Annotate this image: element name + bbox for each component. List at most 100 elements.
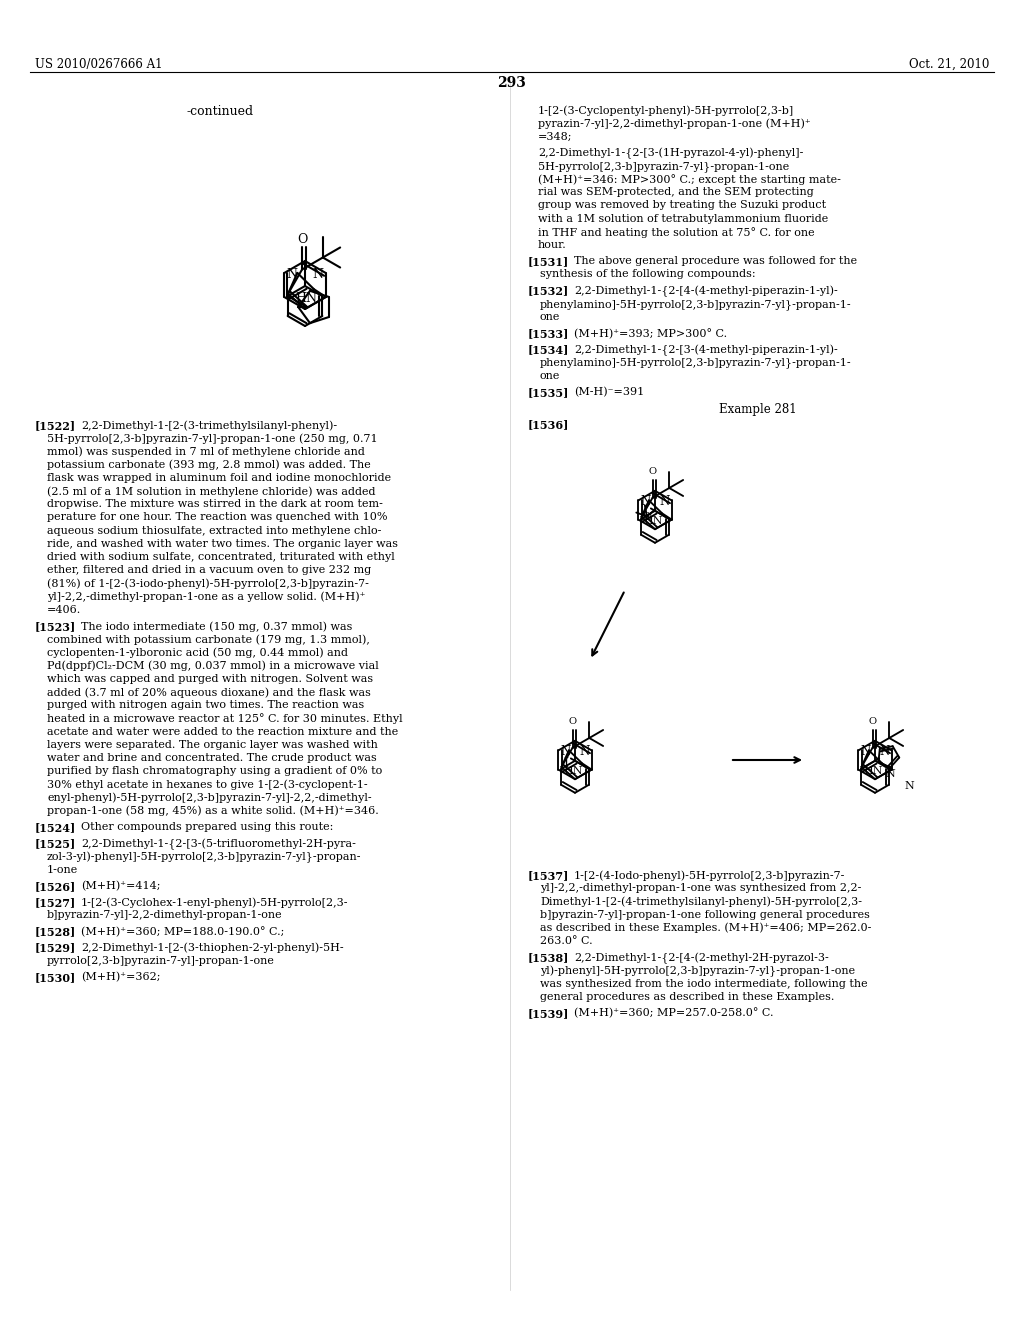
Text: layers were separated. The organic layer was washed with: layers were separated. The organic layer… (47, 739, 378, 750)
Text: cyclopenten-1-ylboronic acid (50 mg, 0.44 mmol) and: cyclopenten-1-ylboronic acid (50 mg, 0.4… (47, 647, 348, 657)
Text: 1-[2-(4-Iodo-phenyl)-5H-pyrrolo[2,3-b]pyrazin-7-: 1-[2-(4-Iodo-phenyl)-5H-pyrrolo[2,3-b]py… (574, 870, 846, 880)
Text: pyrazin-7-yl]-2,2-dimethyl-propan-1-one (M+H)⁺: pyrazin-7-yl]-2,2-dimethyl-propan-1-one … (538, 119, 811, 129)
Text: =406.: =406. (47, 605, 81, 615)
Text: [1532]: [1532] (528, 285, 569, 297)
Text: 2,2-Dimethyl-1-{2-[3-(1H-pyrazol-4-yl)-phenyl]-: 2,2-Dimethyl-1-{2-[3-(1H-pyrazol-4-yl)-p… (538, 148, 804, 158)
Text: N: N (312, 268, 324, 281)
Text: combined with potassium carbonate (179 mg, 1.3 mmol),: combined with potassium carbonate (179 m… (47, 634, 370, 644)
Text: ether, filtered and dried in a vacuum oven to give 232 mg: ether, filtered and dried in a vacuum ov… (47, 565, 372, 576)
Text: Example 281: Example 281 (719, 403, 797, 416)
Text: water and brine and concentrated. The crude product was: water and brine and concentrated. The cr… (47, 752, 377, 763)
Text: US 2010/0267666 A1: US 2010/0267666 A1 (35, 58, 163, 71)
Text: [1535]: [1535] (528, 387, 569, 399)
Text: [1536]: [1536] (528, 420, 569, 430)
Text: rial was SEM-protected, and the SEM protecting: rial was SEM-protected, and the SEM prot… (538, 187, 814, 197)
Text: N: N (580, 744, 590, 758)
Text: propan-1-one (58 mg, 45%) as a white solid. (M+H)⁺=346.: propan-1-one (58 mg, 45%) as a white sol… (47, 805, 379, 816)
Text: [1525]: [1525] (35, 838, 76, 849)
Text: N: N (287, 268, 298, 281)
Text: 1-[2-(3-Cyclopentyl-phenyl)-5H-pyrrolo[2,3-b]: 1-[2-(3-Cyclopentyl-phenyl)-5H-pyrrolo[2… (538, 106, 795, 116)
Text: phenylamino]-5H-pyrrolo[2,3-b]pyrazin-7-yl}-propan-1-: phenylamino]-5H-pyrrolo[2,3-b]pyrazin-7-… (540, 298, 852, 310)
Text: =348;: =348; (538, 132, 572, 141)
Text: O: O (868, 718, 877, 726)
Text: acetate and water were added to the reaction mixture and the: acetate and water were added to the reac… (47, 726, 398, 737)
Text: (M+H)⁺=360; MP=257.0-258.0° C.: (M+H)⁺=360; MP=257.0-258.0° C. (574, 1008, 773, 1019)
Text: [1539]: [1539] (528, 1008, 569, 1019)
Text: 1-one: 1-one (47, 865, 78, 875)
Text: N: N (860, 744, 870, 758)
Text: 2,2-Dimethyl-1-{2-[4-(4-methyl-piperazin-1-yl)-: 2,2-Dimethyl-1-{2-[4-(4-methyl-piperazin… (574, 285, 838, 297)
Text: flask was wrapped in aluminum foil and iodine monochloride: flask was wrapped in aluminum foil and i… (47, 473, 391, 483)
Text: [1524]: [1524] (35, 822, 76, 833)
Text: N: N (904, 781, 914, 792)
Text: 30% ethyl acetate in hexanes to give 1-[2-(3-cyclopent-1-: 30% ethyl acetate in hexanes to give 1-[… (47, 779, 368, 789)
Text: [1534]: [1534] (528, 345, 569, 355)
Text: HN: HN (644, 516, 664, 525)
Text: in THF and heating the solution at 75° C. for one: in THF and heating the solution at 75° C… (538, 227, 815, 238)
Text: I: I (563, 756, 568, 770)
Text: [1528]: [1528] (35, 927, 76, 937)
Text: [1526]: [1526] (35, 880, 76, 892)
Text: perature for one hour. The reaction was quenched with 10%: perature for one hour. The reaction was … (47, 512, 387, 523)
Text: with a 1M solution of tetrabutylammonium fluoride: with a 1M solution of tetrabutylammonium… (538, 214, 828, 223)
Text: Si: Si (642, 512, 652, 521)
Text: 2,2-Dimethyl-1-{2-[4-(2-methyl-2H-pyrazol-3-: 2,2-Dimethyl-1-{2-[4-(2-methyl-2H-pyrazo… (574, 952, 828, 964)
Text: pyrrolo[2,3-b]pyrazin-7-yl]-propan-1-one: pyrrolo[2,3-b]pyrazin-7-yl]-propan-1-one (47, 956, 274, 966)
Text: [1522]: [1522] (35, 420, 76, 432)
Text: [1533]: [1533] (528, 329, 569, 339)
Text: The above general procedure was followed for the: The above general procedure was followed… (574, 256, 857, 267)
Text: HN: HN (564, 766, 584, 776)
Text: O: O (648, 467, 656, 477)
Text: 293: 293 (498, 77, 526, 90)
Text: (M-H)⁻=391: (M-H)⁻=391 (574, 387, 644, 397)
Text: HN: HN (295, 292, 316, 305)
Text: N: N (560, 744, 570, 758)
Text: one: one (540, 371, 560, 380)
Text: O: O (568, 718, 577, 726)
Text: phenylamino]-5H-pyrrolo[2,3-b]pyrazin-7-yl}-propan-1-: phenylamino]-5H-pyrrolo[2,3-b]pyrazin-7-… (540, 358, 852, 368)
Text: (M+H)⁺=414;: (M+H)⁺=414; (81, 880, 161, 891)
Text: was synthesized from the iodo intermediate, following the: was synthesized from the iodo intermedia… (540, 978, 867, 989)
Text: group was removed by treating the Suzuki product: group was removed by treating the Suzuki… (538, 201, 826, 210)
Text: [1529]: [1529] (35, 942, 76, 953)
Text: mmol) was suspended in 7 ml of methylene chloride and: mmol) was suspended in 7 ml of methylene… (47, 446, 365, 457)
Text: hour.: hour. (538, 240, 566, 249)
Text: Dimethyl-1-[2-(4-trimethylsilanyl-phenyl)-5H-pyrrolo[2,3-: Dimethyl-1-[2-(4-trimethylsilanyl-phenyl… (540, 896, 862, 907)
Text: yl]-2,2,-dimethyl-propan-1-one as a yellow solid. (M+H)⁺: yl]-2,2,-dimethyl-propan-1-one as a yell… (47, 591, 366, 602)
Text: N: N (640, 495, 650, 508)
Text: one: one (540, 312, 560, 322)
Text: HN: HN (864, 766, 884, 776)
Text: (M+H)⁺=362;: (M+H)⁺=362; (81, 972, 161, 982)
Text: (M+H)⁺=393; MP>300° C.: (M+H)⁺=393; MP>300° C. (574, 329, 727, 339)
Text: Pd(dppf)Cl₂-DCM (30 mg, 0.037 mmol) in a microwave vial: Pd(dppf)Cl₂-DCM (30 mg, 0.037 mmol) in a… (47, 660, 379, 671)
Text: 2,2-Dimethyl-1-{2-[3-(5-trifluoromethyl-2H-pyra-: 2,2-Dimethyl-1-{2-[3-(5-trifluoromethyl-… (81, 838, 356, 850)
Text: 1-[2-(3-Cyclohex-1-enyl-phenyl)-5H-pyrrolo[2,3-: 1-[2-(3-Cyclohex-1-enyl-phenyl)-5H-pyrro… (81, 898, 348, 908)
Text: [1538]: [1538] (528, 952, 569, 964)
Text: [1537]: [1537] (528, 870, 569, 880)
Text: enyl-phenyl)-5H-pyrrolo[2,3-b]pyrazin-7-yl]-2,2,-dimethyl-: enyl-phenyl)-5H-pyrrolo[2,3-b]pyrazin-7-… (47, 792, 372, 803)
Text: (81%) of 1-[2-(3-iodo-phenyl)-5H-pyrrolo[2,3-b]pyrazin-7-: (81%) of 1-[2-(3-iodo-phenyl)-5H-pyrrolo… (47, 578, 369, 589)
Text: (2.5 ml of a 1M solution in methylene chloride) was added: (2.5 ml of a 1M solution in methylene ch… (47, 486, 376, 496)
Text: [1523]: [1523] (35, 620, 76, 632)
Text: as described in these Examples. (M+H)⁺=406; MP=262.0-: as described in these Examples. (M+H)⁺=4… (540, 923, 871, 933)
Text: which was capped and purged with nitrogen. Solvent was: which was capped and purged with nitroge… (47, 673, 373, 684)
Text: 5H-pyrrolo[2,3-b]pyrazin-7-yl}-propan-1-one: 5H-pyrrolo[2,3-b]pyrazin-7-yl}-propan-1-… (538, 161, 790, 172)
Text: 2,2-Dimethyl-1-{2-[3-(4-methyl-piperazin-1-yl)-: 2,2-Dimethyl-1-{2-[3-(4-methyl-piperazin… (574, 345, 838, 356)
Text: [1530]: [1530] (35, 972, 76, 983)
Text: N: N (659, 495, 670, 508)
Text: zol-3-yl)-phenyl]-5H-pyrrolo[2,3-b]pyrazin-7-yl}-propan-: zol-3-yl)-phenyl]-5H-pyrrolo[2,3-b]pyraz… (47, 851, 361, 863)
Text: (M+H)⁺=360; MP=188.0-190.0° C.;: (M+H)⁺=360; MP=188.0-190.0° C.; (81, 927, 285, 937)
Text: The iodo intermediate (150 mg, 0.37 mmol) was: The iodo intermediate (150 mg, 0.37 mmol… (81, 620, 352, 631)
Text: 5H-pyrrolo[2,3-b]pyrazin-7-yl]-propan-1-one (250 mg, 0.71: 5H-pyrrolo[2,3-b]pyrazin-7-yl]-propan-1-… (47, 433, 378, 444)
Text: N: N (886, 770, 895, 779)
Text: [1531]: [1531] (528, 256, 569, 267)
Text: dropwise. The mixture was stirred in the dark at room tem-: dropwise. The mixture was stirred in the… (47, 499, 383, 510)
Text: purged with nitrogen again two times. The reaction was: purged with nitrogen again two times. Th… (47, 700, 365, 710)
Text: heated in a microwave reactor at 125° C. for 30 minutes. Ethyl: heated in a microwave reactor at 125° C.… (47, 713, 402, 725)
Text: Other compounds prepared using this route:: Other compounds prepared using this rout… (81, 822, 334, 832)
Text: potassium carbonate (393 mg, 2.8 mmol) was added. The: potassium carbonate (393 mg, 2.8 mmol) w… (47, 459, 371, 470)
Text: dried with sodium sulfate, concentrated, triturated with ethyl: dried with sodium sulfate, concentrated,… (47, 552, 394, 562)
Text: -continued: -continued (186, 106, 254, 117)
Text: b]pyrazin-7-yl]-propan-1-one following general procedures: b]pyrazin-7-yl]-propan-1-one following g… (540, 909, 869, 920)
Text: 263.0° C.: 263.0° C. (540, 936, 593, 946)
